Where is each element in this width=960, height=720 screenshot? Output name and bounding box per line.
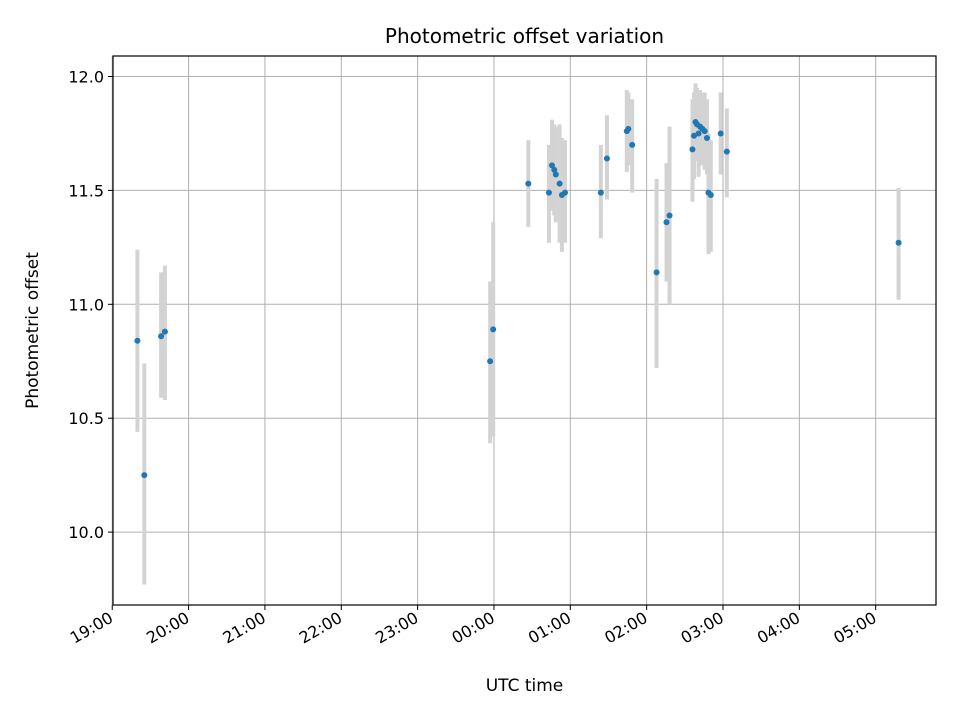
- data-point: [548, 162, 555, 169]
- y-tick-label: 11.5: [68, 181, 104, 200]
- data-point: [895, 239, 902, 246]
- y-tick-label: 10.5: [68, 409, 104, 428]
- y-axis: 10.0 10.5 11.0 11.5 12.0: [68, 68, 113, 542]
- data-point: [561, 189, 568, 196]
- data-point: [703, 135, 710, 142]
- data-point: [545, 189, 552, 196]
- data-point: [158, 333, 165, 340]
- data-points: [134, 119, 902, 479]
- data-point: [653, 269, 660, 276]
- data-point: [141, 472, 148, 479]
- data-point: [701, 128, 708, 135]
- data-point: [134, 337, 141, 344]
- data-point: [525, 180, 532, 187]
- y-tick-label: 12.0: [68, 68, 104, 87]
- y-tick-label: 10.0: [68, 523, 104, 542]
- y-tick-label: 11.0: [68, 295, 104, 314]
- data-point: [625, 125, 632, 132]
- data-point: [666, 212, 673, 219]
- x-axis-label: UTC time: [486, 676, 564, 696]
- data-point: [603, 155, 610, 162]
- data-point: [552, 171, 559, 178]
- data-point: [490, 326, 497, 333]
- data-point: [717, 130, 724, 137]
- chart-title: Photometric offset variation: [385, 24, 664, 48]
- data-point: [690, 132, 697, 139]
- plot-frame: [112, 55, 937, 606]
- data-point: [723, 148, 730, 155]
- data-point: [556, 180, 563, 187]
- data-point: [663, 219, 670, 226]
- data-point: [695, 130, 702, 137]
- grid: [111, 56, 936, 605]
- data-point: [689, 146, 696, 153]
- data-point: [551, 166, 558, 173]
- data-point: [707, 191, 714, 198]
- data-point: [629, 141, 636, 148]
- y-axis-label: Photometric offset: [23, 252, 43, 409]
- data-point: [161, 328, 168, 335]
- data-point: [487, 358, 494, 365]
- data-point: [597, 189, 604, 196]
